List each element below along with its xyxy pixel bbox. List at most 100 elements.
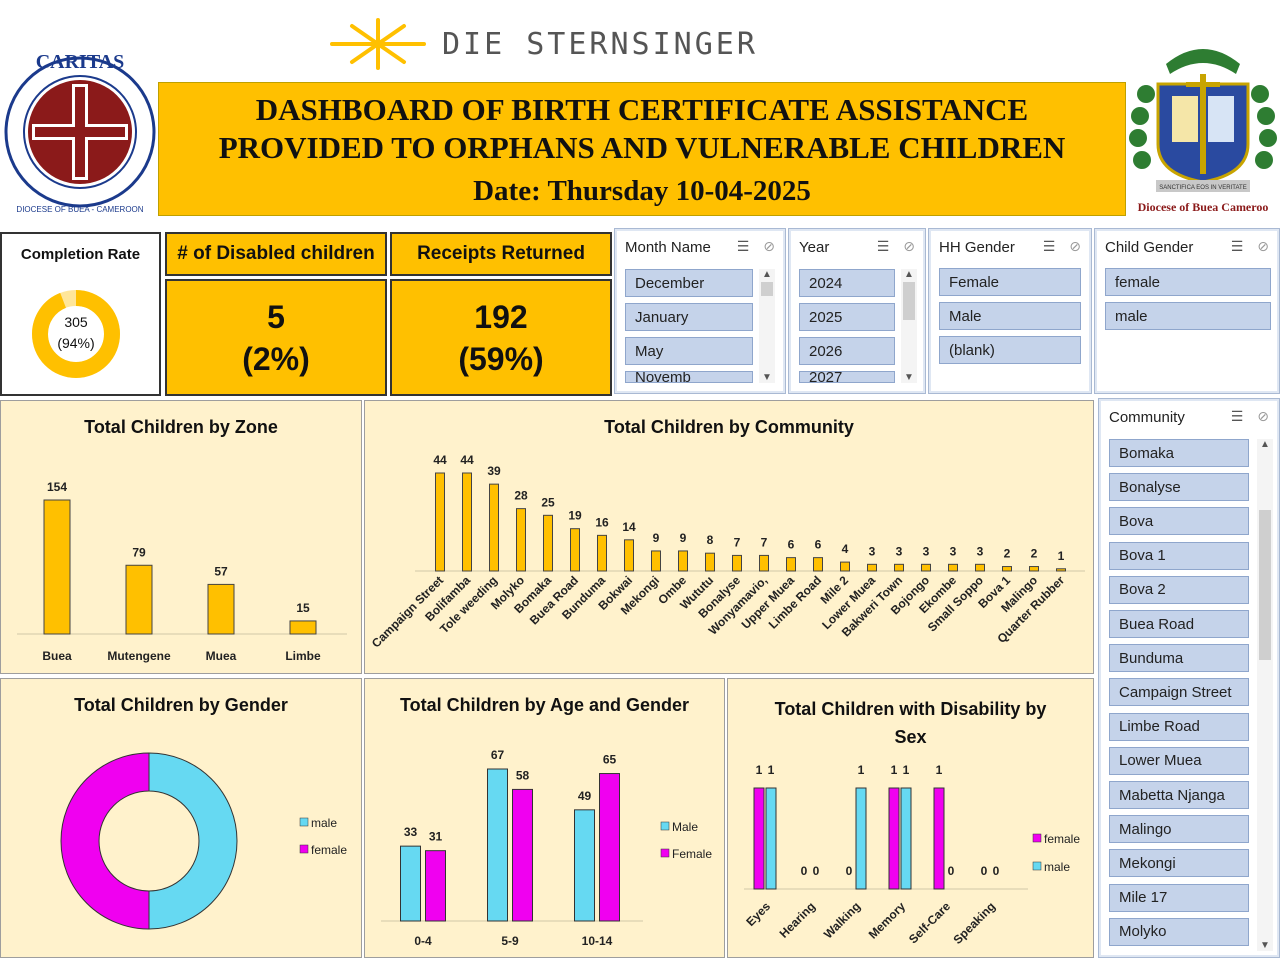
multi-select-icon[interactable]: ☰ [1230, 238, 1244, 254]
slicer-month[interactable]: Month Name ☰ ⊘ December January May Nove… [614, 228, 786, 394]
slicer-item[interactable]: December [625, 269, 753, 297]
disabled-children-value: 5 [267, 298, 285, 335]
scroll-thumb[interactable] [903, 282, 915, 320]
disabled-children-pct: (2%) [242, 340, 310, 377]
clear-filter-icon[interactable]: ⊘ [903, 238, 915, 254]
slicer-item[interactable]: May [625, 337, 753, 365]
legend-swatch [1032, 833, 1042, 843]
slicer-item[interactable]: Bova [1109, 507, 1249, 536]
slicer-scrollbar[interactable]: ▲ ▼ [759, 269, 775, 383]
multi-select-icon[interactable]: ☰ [876, 238, 890, 254]
multi-select-icon[interactable]: ☰ [1230, 408, 1244, 424]
slicer-item[interactable]: 2027 [799, 371, 895, 383]
scroll-thumb[interactable] [1259, 510, 1271, 660]
data-label: 1 [936, 763, 943, 777]
data-label: 3 [923, 544, 930, 558]
panel-age-gender: Total Children by Age and Gender 33 31 0-4… [364, 678, 725, 958]
data-label: 6 [788, 538, 795, 552]
scroll-up-icon[interactable]: ▲ [904, 269, 914, 280]
slicer-item[interactable]: Buea Road [1109, 610, 1249, 638]
data-label: 1 [903, 763, 910, 777]
scroll-down-icon[interactable]: ▼ [762, 372, 772, 383]
scroll-down-icon[interactable]: ▼ [1260, 940, 1270, 951]
slicer-item[interactable]: January [625, 303, 753, 331]
caritas-ring-text: DIOCESE OF BUEA - CAMEROON [16, 205, 143, 214]
clear-filter-icon[interactable]: ⊘ [1257, 408, 1269, 424]
slicer-item[interactable]: female [1105, 268, 1271, 296]
slicer-item[interactable]: Molyko [1109, 917, 1249, 946]
data-label: 1 [756, 763, 763, 777]
multi-select-icon[interactable]: ☰ [736, 238, 750, 254]
slicer-item[interactable]: 2025 [799, 303, 895, 331]
clear-filter-icon[interactable]: ⊘ [1069, 238, 1081, 254]
slicer-item[interactable]: Mekongi [1109, 849, 1249, 878]
slicer-item[interactable]: (blank) [939, 336, 1081, 364]
multi-select-icon[interactable]: ☰ [1042, 238, 1056, 254]
slicer-item[interactable]: 2024 [799, 269, 895, 297]
data-label: 65 [603, 753, 617, 767]
slicer-scrollbar[interactable]: ▲ ▼ [1257, 439, 1273, 951]
bar [425, 850, 446, 922]
slicer-item[interactable]: male [1105, 302, 1271, 330]
slicer-item[interactable]: Novemb [625, 371, 753, 383]
bar [400, 845, 421, 922]
bar [900, 787, 912, 890]
receipts-returned-label: Receipts Returned [390, 232, 612, 276]
bar [487, 768, 508, 922]
tick-label: Hearing [777, 899, 818, 940]
tick-label: 10-14 [582, 934, 613, 948]
bar [678, 550, 688, 572]
data-label: 1 [1058, 549, 1065, 563]
slicer-item[interactable]: Campaign Street [1109, 678, 1249, 707]
slicer-item[interactable]: Mabetta Njanga [1109, 781, 1249, 809]
scroll-down-icon[interactable]: ▼ [904, 372, 914, 383]
bar [1029, 566, 1039, 572]
title-line-2: PROVIDED TO ORPHANS AND VULNERABLE CHILD… [218, 129, 1066, 165]
slicer-item[interactable]: Malingo [1109, 815, 1249, 844]
scroll-up-icon[interactable]: ▲ [1260, 439, 1270, 450]
legend-swatch [299, 844, 309, 854]
slicer-child-gender-title: Child Gender [1105, 239, 1194, 256]
slicer-item[interactable]: Bomaka [1109, 439, 1249, 467]
data-label: 3 [950, 544, 957, 558]
pie-slice [60, 752, 150, 930]
slicer-item[interactable]: Bonalyse [1109, 473, 1249, 502]
tick-label: Self-Care [906, 899, 953, 946]
slicer-item[interactable]: Bova 2 [1109, 575, 1249, 604]
bar [462, 472, 472, 572]
slicer-community[interactable]: Community ☰ ⊘ Bomaka Bonalyse Bova Bova 1 Bo… [1098, 398, 1280, 958]
slicer-item[interactable]: Lower Muea [1109, 746, 1249, 775]
slicer-item[interactable]: Bunduma [1109, 644, 1249, 673]
receipts-returned-pct: (59%) [458, 340, 544, 377]
bar [512, 788, 533, 922]
data-label: 2 [1031, 547, 1038, 561]
bar [1002, 566, 1012, 572]
slicer-item[interactable]: Mile 17 [1109, 883, 1249, 912]
clear-filter-icon[interactable]: ⊘ [763, 238, 775, 254]
slicer-hh-gender[interactable]: HH Gender ☰ ⊘ Female Male (blank) [928, 228, 1092, 394]
data-label: 79 [132, 545, 146, 559]
bar [574, 809, 595, 922]
slicer-item[interactable]: Bova 1 [1109, 541, 1249, 570]
scroll-up-icon[interactable]: ▲ [762, 269, 772, 280]
slicer-scrollbar[interactable]: ▲ ▼ [901, 269, 917, 383]
legend-label: male [1044, 860, 1070, 874]
slicer-item[interactable]: 2026 [799, 337, 895, 365]
legend-label: female [1044, 832, 1080, 846]
bar [867, 563, 877, 572]
tick-label: 0-4 [414, 934, 432, 948]
tick-label: Mutengene [107, 649, 171, 663]
slicer-item[interactable]: Female [939, 268, 1081, 296]
clear-filter-icon[interactable]: ⊘ [1257, 238, 1269, 254]
slicer-item[interactable]: Limbe Road [1109, 712, 1249, 741]
slicer-child-gender[interactable]: Child Gender ☰ ⊘ female male [1094, 228, 1280, 394]
receipts-returned-card: 192 (59%) [390, 279, 612, 396]
chart-title-age-gender: Total Children by Age and Gender [399, 695, 690, 715]
scroll-thumb[interactable] [761, 282, 773, 296]
tick-label: Eyes [743, 899, 773, 929]
slicer-year[interactable]: Year ☰ ⊘ 2024 2025 2026 2027 ▲ ▼ [788, 228, 926, 394]
legend-label: female [311, 843, 347, 857]
slicer-item[interactable]: Male [939, 302, 1081, 330]
data-label: 0 [993, 864, 1000, 878]
